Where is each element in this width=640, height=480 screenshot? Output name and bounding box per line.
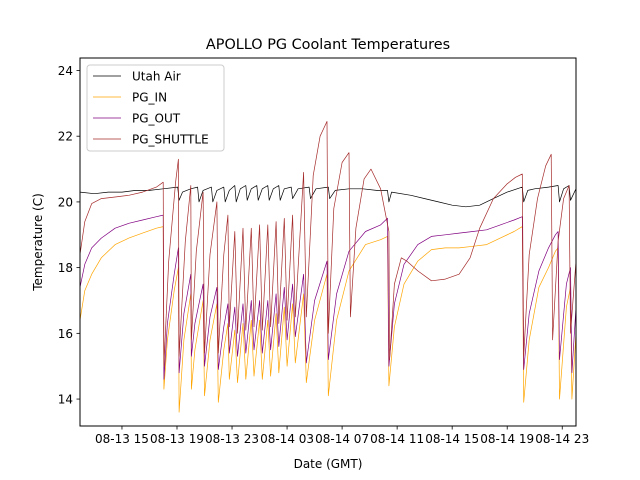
- x-tick-label: 08-14 11: [370, 432, 424, 446]
- x-tick-label: 08-14 19: [480, 432, 534, 446]
- y-tick-label: 14: [58, 393, 73, 407]
- y-tick-label: 18: [58, 261, 73, 275]
- x-tick-label: 08-14 07: [315, 432, 369, 446]
- legend-label: PG_SHUTTLE: [132, 133, 209, 147]
- series-line-pg-shuttle: [80, 121, 576, 367]
- legend-box: [86, 64, 225, 152]
- x-tick-label: 08-13 19: [150, 432, 204, 446]
- x-tick-label: 08-14 03: [260, 432, 314, 446]
- series-layer: [80, 121, 576, 413]
- y-tick-label: 22: [58, 130, 73, 144]
- legend-label: PG_IN: [132, 91, 167, 105]
- chart-title: APOLLO PG Coolant Temperatures: [206, 37, 450, 53]
- y-axis: 14 16 18 20 22 24: [58, 64, 80, 407]
- legend: Utah Air PG_IN PG_OUT PG_SHUTTLE: [86, 64, 225, 152]
- x-tick-label: 08-14 23: [535, 432, 589, 446]
- series-line-utah-air: [80, 185, 576, 208]
- x-tick-label: 08-14 15: [425, 432, 479, 446]
- x-tick-label: 08-13 23: [205, 432, 259, 446]
- x-axis-label: Date (GMT): [294, 457, 363, 471]
- x-tick-label: 08-13 15: [95, 432, 149, 446]
- y-tick-label: 20: [58, 195, 73, 209]
- legend-label: PG_OUT: [132, 112, 181, 126]
- y-tick-label: 16: [58, 327, 73, 341]
- y-axis-label: Temperature (C): [31, 193, 45, 292]
- x-axis: 08-13 15 08-13 19 08-13 23 08-14 03 08-14 07…: [95, 426, 589, 446]
- axes-frame: [79, 57, 577, 427]
- y-tick-label: 24: [58, 64, 73, 78]
- legend-label: Utah Air: [132, 70, 181, 84]
